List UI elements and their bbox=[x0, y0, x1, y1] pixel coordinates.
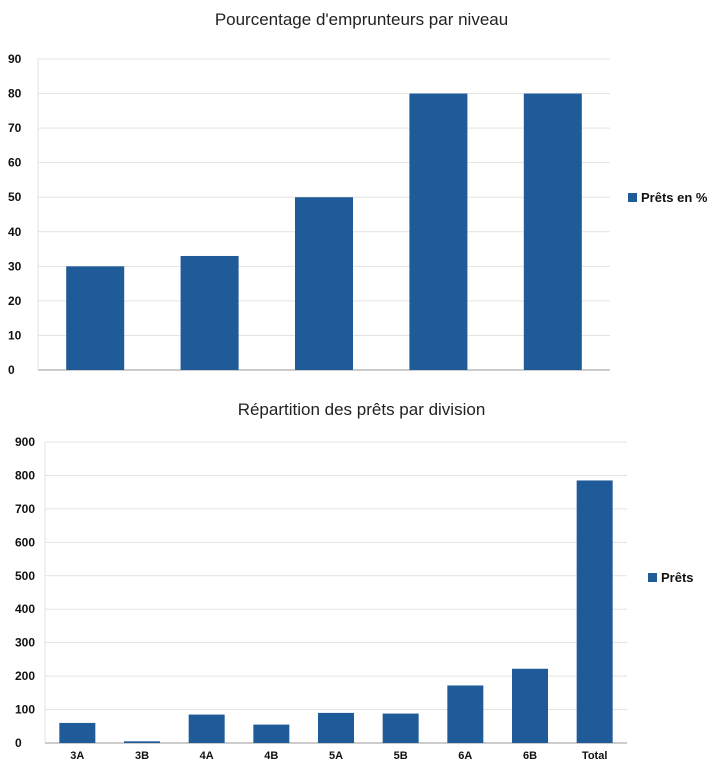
bar bbox=[382, 713, 419, 743]
y-tick-label: 50 bbox=[8, 190, 22, 204]
y-tick-label: 800 bbox=[15, 468, 35, 482]
chart-plot: 0 100 200 300 400 500 600 700 800 900 3A 3B 4A 4B 5A 5B… bbox=[15, 435, 627, 762]
x-tick-label: 5A bbox=[329, 750, 343, 762]
x-tick-label: 6B bbox=[523, 750, 537, 762]
bar bbox=[66, 266, 125, 370]
legend-swatch bbox=[628, 193, 637, 202]
y-tick-label: 100 bbox=[15, 703, 35, 717]
legend: Prêts en % bbox=[628, 190, 707, 205]
bar bbox=[523, 93, 582, 371]
bar bbox=[447, 685, 484, 743]
x-tick-label: 3A bbox=[70, 750, 84, 762]
chart-borrowers-by-level: Pourcentage d'emprunteurs par niveau 0 10… bbox=[8, 10, 707, 377]
legend: Prêts bbox=[648, 570, 694, 585]
chart-title: Répartition des prêts par division bbox=[237, 400, 486, 419]
chart-title: Pourcentage d'emprunteurs par niveau bbox=[214, 10, 509, 29]
y-tick-label: 60 bbox=[8, 156, 22, 170]
y-tick-label: 900 bbox=[15, 435, 35, 449]
bar bbox=[512, 668, 548, 743]
bar bbox=[318, 712, 354, 743]
legend-label: Prêts bbox=[661, 570, 694, 585]
y-tick-label: 0 bbox=[15, 736, 22, 750]
y-tick-label: 80 bbox=[8, 87, 22, 101]
y-tick-label: 500 bbox=[15, 569, 35, 583]
bar bbox=[124, 741, 160, 743]
x-tick-label: 4B bbox=[264, 750, 278, 762]
y-tick-label: 70 bbox=[8, 121, 22, 135]
bar bbox=[409, 93, 468, 371]
bar bbox=[59, 722, 96, 743]
chart-plot: 0 10 20 30 40 50 60 70 80 90 bbox=[8, 52, 610, 377]
y-tick-label: 20 bbox=[8, 294, 22, 308]
chart-loans-by-division: Répartition des prêts par division 0 100 2… bbox=[0, 390, 723, 768]
legend-swatch bbox=[648, 573, 657, 582]
y-tick-label: 700 bbox=[15, 502, 35, 516]
bar bbox=[180, 255, 239, 370]
y-tick-label: 30 bbox=[8, 259, 22, 273]
legend-label: Prêts en % bbox=[641, 190, 708, 205]
y-tick-label: 40 bbox=[8, 225, 22, 239]
x-tick-label: 5B bbox=[394, 750, 408, 762]
x-tick-label: 6A bbox=[458, 750, 472, 762]
y-tick-label: 200 bbox=[15, 669, 35, 683]
y-tick-label: 600 bbox=[15, 535, 35, 549]
bar bbox=[576, 480, 613, 743]
y-tick-label: 90 bbox=[8, 52, 22, 66]
bar bbox=[188, 714, 225, 743]
x-tick-label: Total bbox=[582, 750, 607, 762]
x-tick-label: 3B bbox=[135, 750, 149, 762]
y-tick-label: 300 bbox=[15, 636, 35, 650]
bar bbox=[253, 724, 290, 743]
y-tick-label: 10 bbox=[8, 328, 22, 342]
x-tick-label: 4A bbox=[200, 750, 214, 762]
y-tick-label: 400 bbox=[15, 602, 35, 616]
bar bbox=[295, 197, 353, 370]
y-tick-label: 0 bbox=[8, 363, 15, 377]
